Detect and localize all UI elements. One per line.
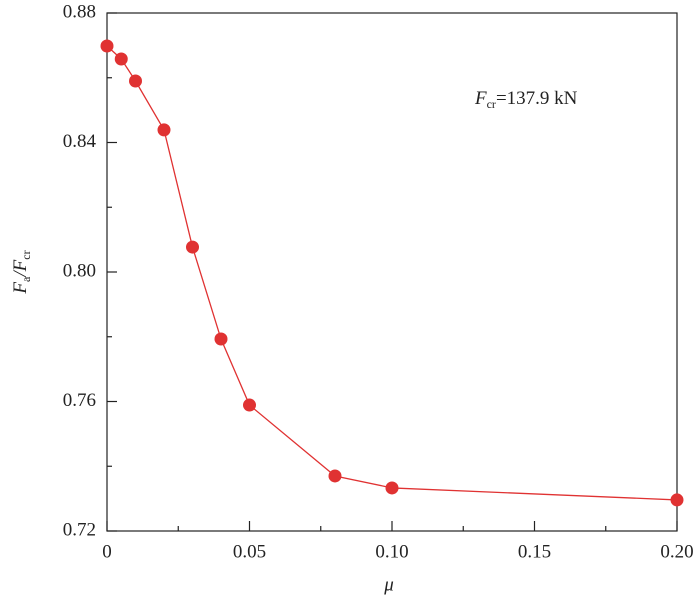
annotation-part: F: [474, 88, 487, 109]
series-line: [106, 45, 678, 501]
data-point: [114, 52, 128, 66]
y-axis-label: Fa/Fcr: [10, 250, 32, 294]
data-point: [129, 74, 142, 88]
data-point: [186, 240, 199, 254]
x-tick-label: 0.05: [233, 541, 266, 562]
data-point: [385, 481, 399, 495]
y-tick-label: 0.80: [63, 260, 96, 281]
y-tick-label: 0.84: [63, 131, 97, 152]
data-point: [670, 493, 684, 507]
x-tick-label: 0.10: [375, 541, 408, 562]
y-label-part: F: [10, 282, 31, 295]
annotation-part: =137.9 kN: [496, 88, 578, 109]
data-point: [157, 123, 171, 137]
y-label-part: a: [19, 276, 33, 282]
y-tick-label: 0.88: [63, 1, 96, 22]
x-tick-label: 0.15: [518, 541, 551, 562]
data-point: [328, 469, 342, 483]
data-point: [100, 39, 114, 53]
y-tick-label: 0.72: [63, 519, 96, 540]
data-point: [243, 398, 256, 412]
annotation-part: cr: [487, 97, 496, 111]
data-point: [214, 332, 228, 346]
x-tick-label: 0.20: [660, 541, 693, 562]
x-tick-label: 0: [102, 541, 112, 562]
y-tick-label: 0.76: [63, 390, 96, 411]
y-label-part: /F: [10, 259, 31, 277]
plot-frame: [106, 12, 678, 532]
x-axis-label: μ: [383, 574, 394, 595]
y-label-part: cr: [19, 250, 33, 259]
annotation: Fcr=137.9 kN: [474, 88, 578, 110]
